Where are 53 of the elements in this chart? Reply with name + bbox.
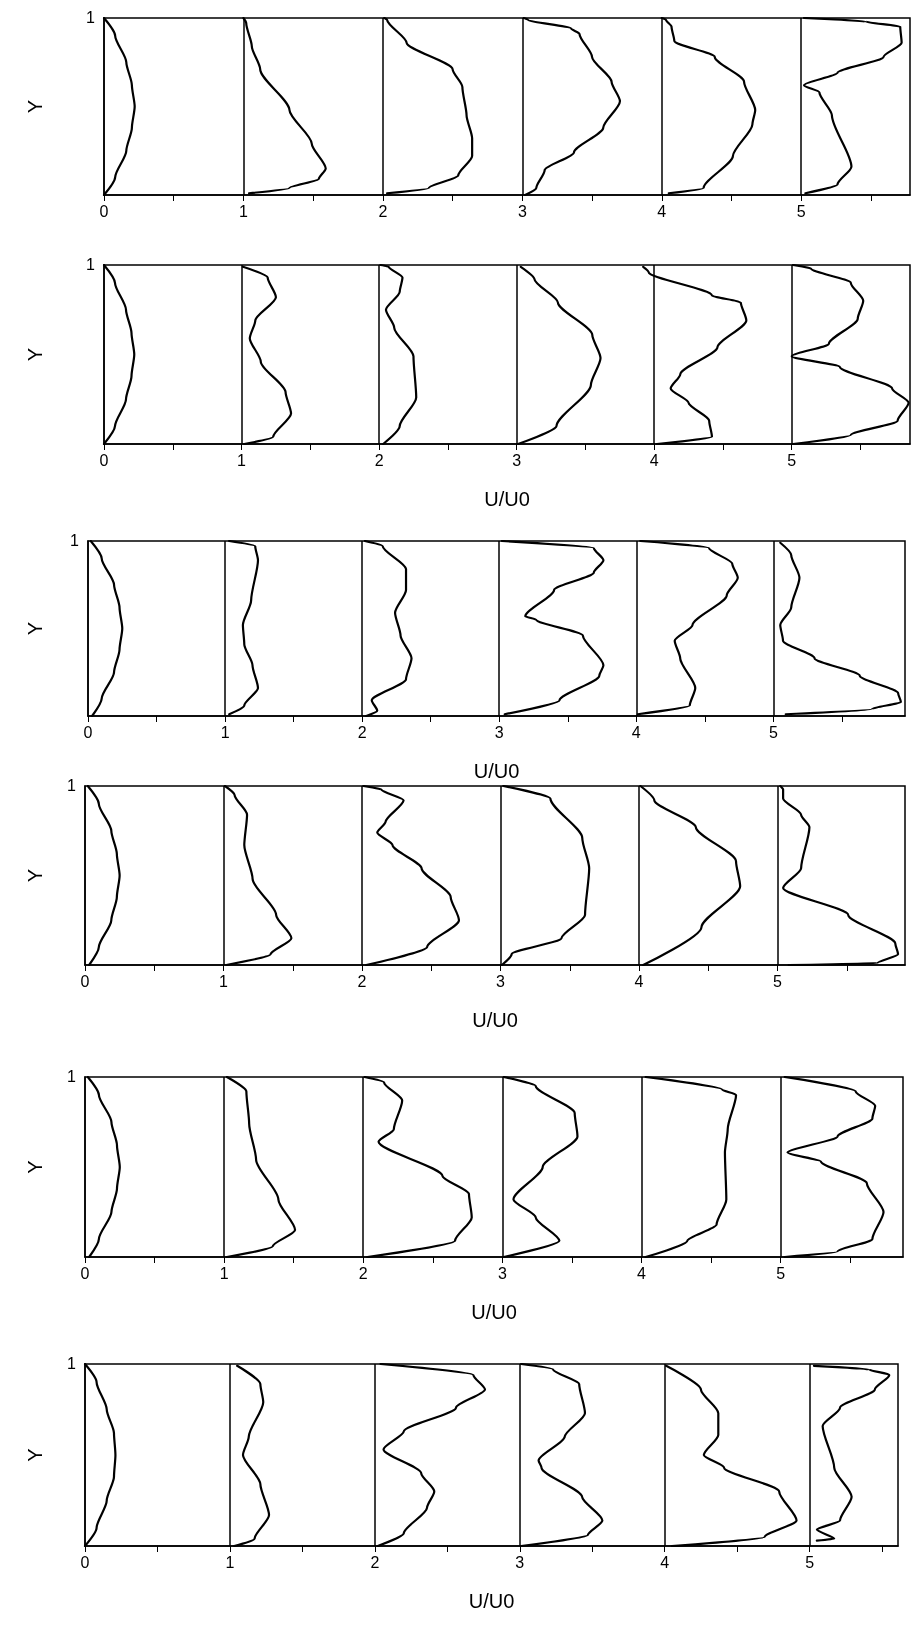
x-tick-label: 3: [497, 1264, 507, 1282]
x-tick-label: 5: [776, 1264, 786, 1282]
text: 1: [67, 1067, 76, 1085]
x-tick-label: 5: [768, 723, 778, 741]
x-tick-label: 2: [358, 1264, 368, 1282]
y-axis-title: Y: [24, 1448, 46, 1462]
x-tick-label: 1: [220, 723, 230, 741]
text: 1: [86, 255, 95, 273]
x-tick-label: 3: [494, 723, 504, 741]
x-tick-label: 4: [660, 1553, 670, 1571]
x-tick-label: 1: [219, 1264, 229, 1282]
x-tick-label: 4: [634, 972, 644, 990]
x-tick-label: 0: [80, 1264, 90, 1282]
text: 1: [70, 531, 79, 549]
x-tick-label: 2: [378, 202, 388, 220]
x-tick-label: 1: [225, 1553, 235, 1571]
x-tick-label: 2: [357, 723, 367, 741]
x-tick-label: 4: [631, 723, 641, 741]
x-tick-label: 0: [83, 723, 93, 741]
x-tick-label: 5: [805, 1553, 815, 1571]
text: 1: [86, 8, 95, 26]
x-tick-label: 1: [237, 451, 247, 469]
x-axis-title: U/U0: [473, 760, 520, 782]
x-tick-label: 3: [515, 1553, 525, 1571]
x-tick-label: 5: [796, 202, 806, 220]
x-tick-label: 3: [496, 972, 506, 990]
x-tick-label: 0: [80, 972, 90, 990]
text: 1: [67, 1354, 76, 1372]
x-tick-label: 0: [99, 202, 109, 220]
x-tick-label: 2: [357, 972, 367, 990]
x-axis-title: U/U0: [472, 1009, 518, 1031]
x-tick-label: 5: [773, 972, 783, 990]
y-axis-title: Y: [24, 99, 46, 114]
y-axis-title: Y: [24, 347, 46, 362]
y-axis-title: Y: [24, 868, 46, 883]
x-axis-title: U/U0: [471, 1301, 517, 1323]
x-tick-label: 0: [99, 451, 109, 469]
x-tick-label: 4: [657, 202, 667, 220]
x-axis-title: U/U0: [484, 488, 530, 510]
x-tick-label: 3: [512, 451, 522, 469]
x-tick-label: 5: [787, 451, 797, 469]
y-axis-title: Y: [24, 1160, 46, 1174]
x-tick-label: 1: [238, 202, 248, 220]
x-tick-label: 3: [517, 202, 527, 220]
x-axis-title: U/U0: [468, 1590, 515, 1612]
x-tick-label: 2: [374, 451, 384, 469]
x-tick-label: 0: [80, 1553, 90, 1571]
x-tick-label: 2: [370, 1553, 380, 1571]
x-tick-label: 1: [219, 972, 229, 990]
text: 1: [67, 776, 76, 794]
y-axis-title: Y: [24, 621, 46, 636]
x-tick-label: 4: [637, 1264, 647, 1282]
x-tick-label: 4: [649, 451, 659, 469]
